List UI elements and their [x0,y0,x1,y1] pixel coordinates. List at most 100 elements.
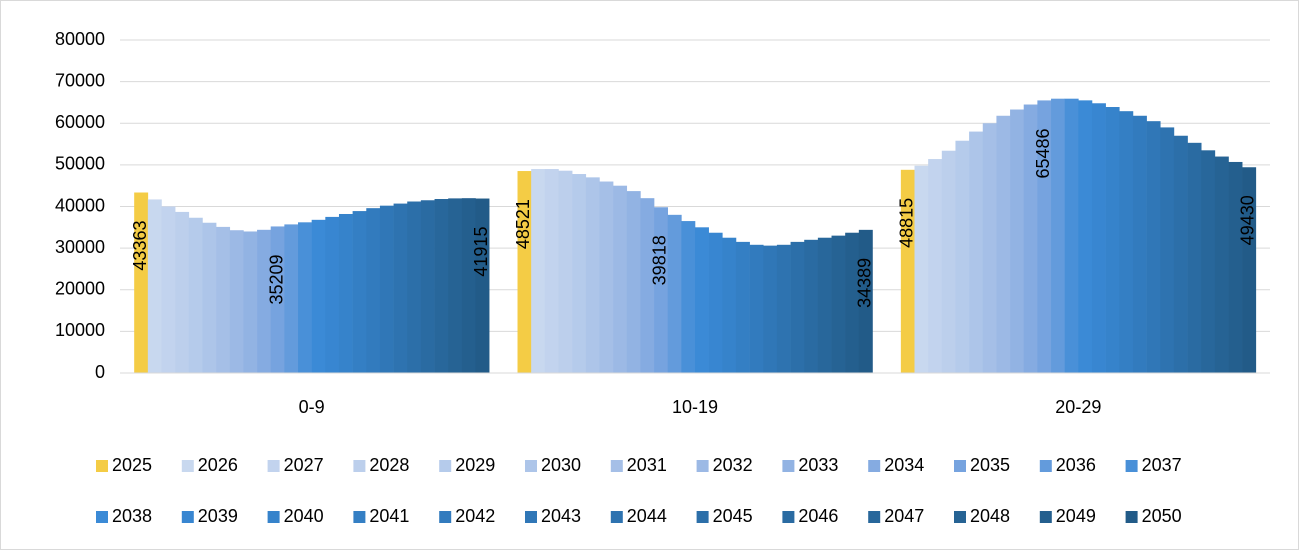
legend-swatch [525,460,537,472]
legend-swatch [1125,460,1138,472]
legend-swatch [439,460,452,472]
legend-swatch [353,460,366,472]
legend-label: 2034 [884,455,924,475]
bar [941,150,956,373]
data-label: 65486 [1033,128,1053,178]
legend-swatch [181,460,194,472]
bar [695,227,709,373]
legend-label: 2048 [970,506,1010,526]
bar [900,169,915,373]
bar [790,241,805,373]
data-label: 49430 [1238,195,1258,245]
legend-swatch [610,460,623,472]
y-tick-label: 70000 [55,70,105,90]
x-tick-label: 0-9 [299,397,325,417]
bar [1201,150,1216,373]
bar [667,214,682,373]
bar [982,123,997,373]
bar [243,231,258,373]
legend-swatch [267,511,280,523]
legend-label: 2036 [1056,455,1096,475]
bar [325,216,340,373]
bar [1091,103,1106,374]
legend-label: 2026 [198,455,238,475]
bar [1078,100,1093,373]
legend-label: 2037 [1142,455,1182,475]
legend-label: 2030 [541,455,581,475]
legend-label: 2047 [884,506,924,526]
bar [1214,156,1229,373]
legend-swatch [1125,511,1138,523]
y-tick-label: 40000 [55,195,105,215]
legend-swatch [696,460,709,472]
bar [1051,98,1065,373]
bar [1173,135,1188,373]
legend-label: 2029 [455,455,495,475]
legend-label: 2035 [970,455,1010,475]
legend-swatch [610,511,623,523]
legend-swatch [782,511,795,523]
y-tick-label: 30000 [55,237,105,257]
bar [461,198,476,373]
legend-swatch [1039,460,1052,472]
legend-label: 2039 [198,506,238,526]
legend-label: 2041 [369,506,409,526]
legend-swatch [181,511,194,523]
bar [749,244,764,373]
bar [352,211,367,373]
bar [475,198,490,373]
legend-swatch [267,460,280,472]
y-tick-label: 80000 [55,29,105,49]
legend-label: 2049 [1056,506,1096,526]
bar [1023,104,1038,374]
legend-label: 2027 [284,455,324,475]
data-label: 34389 [854,258,874,308]
bar [134,192,149,373]
bar [599,181,614,373]
legend-swatch [868,511,881,523]
bar [831,235,846,373]
legend-label: 2031 [627,455,667,475]
y-tick-label: 20000 [55,279,105,299]
bar [517,171,532,373]
bar [1160,127,1175,373]
bar [1228,161,1243,373]
legend-label: 2038 [112,506,152,526]
data-label: 35209 [266,254,286,304]
bar [585,177,600,373]
data-label: 39818 [650,235,670,285]
bar [229,230,244,373]
legend-swatch [782,460,795,472]
bar [1187,142,1202,373]
bar [257,229,272,373]
bar [175,211,190,373]
bar [1037,100,1052,374]
bar [640,198,655,373]
bar [161,206,176,373]
bar [544,169,559,373]
data-label: 41915 [471,227,491,277]
legend-swatch [954,511,966,523]
bar [681,221,696,373]
bar [531,169,546,373]
y-tick-label: 0 [95,362,105,382]
bar [216,226,231,373]
bar [298,222,312,373]
legend-label: 2033 [798,455,838,475]
bar [776,244,791,373]
legend-swatch [353,511,366,523]
bar [1105,107,1120,374]
bar [858,229,873,373]
bar [817,237,832,373]
bar [1242,167,1257,373]
x-tick-label: 10-19 [672,397,718,417]
data-label: 43363 [130,221,150,271]
y-tick-label: 10000 [55,320,105,340]
bar [626,191,641,373]
bar [407,201,422,373]
bar [722,237,737,373]
legend-label: 2044 [627,506,667,526]
bar [613,185,628,373]
